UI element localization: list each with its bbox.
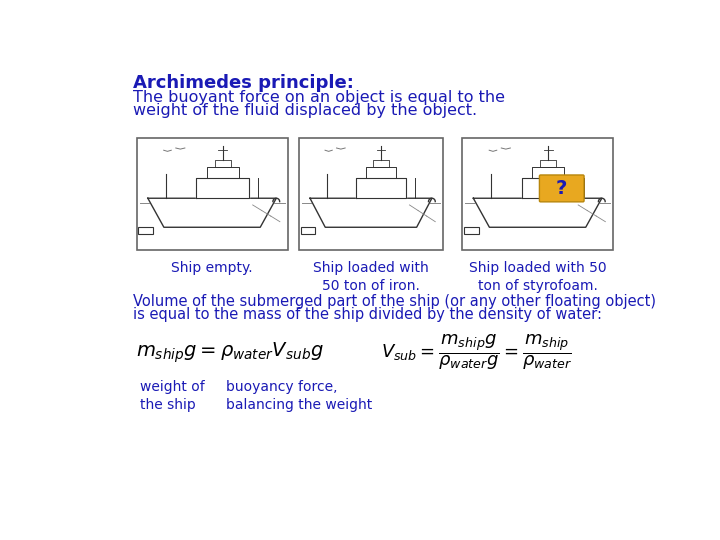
Polygon shape <box>374 160 389 167</box>
Text: Ship empty.: Ship empty. <box>171 261 253 275</box>
Bar <box>464 227 479 234</box>
Text: Ship loaded with
50 ton of iron.: Ship loaded with 50 ton of iron. <box>313 261 429 293</box>
Polygon shape <box>196 178 249 198</box>
Text: weight of the fluid displaced by the object.: weight of the fluid displaced by the obj… <box>132 103 477 118</box>
Polygon shape <box>532 167 564 178</box>
Polygon shape <box>310 198 432 227</box>
Bar <box>301 227 315 234</box>
Bar <box>137 138 287 249</box>
Text: $m_{ship}g = \rho_{water}V_{sub}g$: $m_{ship}g = \rho_{water}V_{sub}g$ <box>137 340 324 365</box>
Bar <box>462 138 613 249</box>
Polygon shape <box>473 198 602 227</box>
Text: is equal to the mass of the ship divided by the density of water:: is equal to the mass of the ship divided… <box>132 307 602 322</box>
Bar <box>300 138 443 249</box>
Text: Archimedes principle:: Archimedes principle: <box>132 74 354 92</box>
FancyBboxPatch shape <box>539 175 584 202</box>
Text: Volume of the submerged part of the ship (or any other floating object): Volume of the submerged part of the ship… <box>132 294 656 309</box>
Polygon shape <box>522 178 575 198</box>
Polygon shape <box>215 160 230 167</box>
Text: ?: ? <box>556 179 567 198</box>
Text: The buoyant force on an object is equal to the: The buoyant force on an object is equal … <box>132 90 505 105</box>
Text: buoyancy force,
balancing the weight: buoyancy force, balancing the weight <box>225 381 372 413</box>
Polygon shape <box>540 160 556 167</box>
Polygon shape <box>148 198 276 227</box>
Text: $V_{sub} = \dfrac{m_{ship}g}{\rho_{water}g} = \dfrac{m_{ship}}{\rho_{water}}$: $V_{sub} = \dfrac{m_{ship}g}{\rho_{water… <box>381 333 572 372</box>
Bar <box>138 227 153 234</box>
Polygon shape <box>356 178 406 198</box>
Text: Ship loaded with 50
ton of styrofoam.: Ship loaded with 50 ton of styrofoam. <box>469 261 606 293</box>
Polygon shape <box>366 167 396 178</box>
Text: weight of
the ship: weight of the ship <box>140 381 205 413</box>
Polygon shape <box>207 167 238 178</box>
